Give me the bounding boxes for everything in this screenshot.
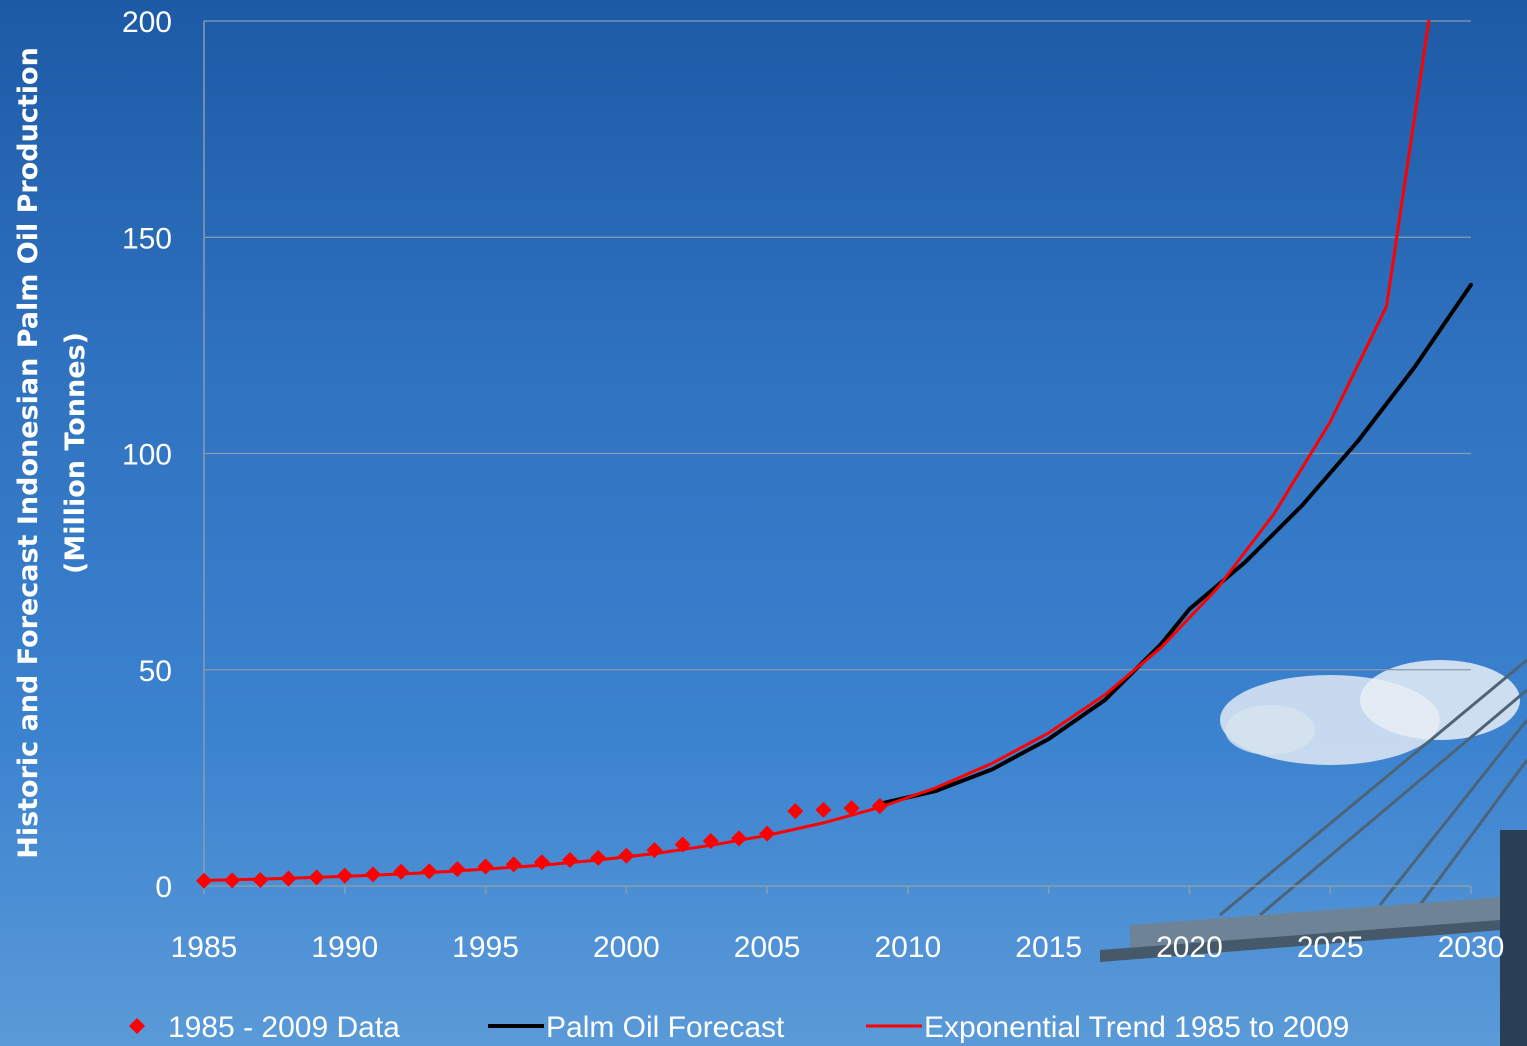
legend-marker	[129, 1018, 145, 1034]
y-axis-label-line2: (Million Tonnes)	[60, 332, 91, 574]
grid-lines	[204, 20, 1471, 671]
data-series	[196, 19, 1473, 889]
data-point	[871, 797, 888, 814]
crane-cable	[1259, 688, 1527, 917]
data-point	[590, 849, 607, 866]
x-tick-label: 2025	[1297, 931, 1364, 964]
cloud-shape	[1225, 705, 1315, 755]
x-tick-label: 1995	[452, 931, 519, 964]
data-point	[224, 872, 241, 889]
data-point	[533, 854, 550, 871]
data-point	[730, 830, 747, 847]
legend-label: 1985 - 2009 Data	[168, 1011, 400, 1044]
data-point	[364, 866, 381, 883]
data-point	[674, 836, 691, 853]
legend: 1985 - 2009 Data Palm Oil Forecast Exponen…	[129, 1011, 1349, 1044]
crane-cable	[1378, 719, 1527, 906]
legend-label: Exponential Trend 1985 to 2009	[924, 1011, 1349, 1044]
x-tick-label: 2005	[734, 931, 801, 964]
data-point	[196, 872, 212, 889]
x-tick-label: 1990	[311, 931, 378, 964]
data-point	[280, 870, 297, 887]
legend-label: Palm Oil Forecast	[546, 1011, 785, 1044]
data-point	[252, 871, 269, 888]
y-tick-label: 50	[139, 655, 172, 688]
data-point	[702, 833, 719, 850]
x-tick-label: 1985	[171, 931, 238, 964]
y-tick-label: 150	[122, 222, 172, 255]
crane-cable	[1219, 658, 1527, 917]
x-tick-label: 2000	[593, 931, 660, 964]
data-point	[646, 842, 663, 859]
data-point	[787, 803, 804, 820]
cloud-shape	[1360, 660, 1520, 740]
x-tick-label: 2020	[1156, 931, 1223, 964]
y-tick-label: 0	[155, 871, 172, 904]
background-decoration	[1100, 658, 1527, 1046]
data-point	[477, 858, 494, 875]
y-axis-label-line1: Historic and Forecast Indonesian Palm Oi…	[13, 47, 44, 859]
data-point	[759, 825, 776, 842]
data-point	[336, 867, 353, 884]
data-point	[449, 861, 466, 878]
data-point	[505, 856, 522, 873]
x-tick-label: 2030	[1438, 931, 1505, 964]
crane-tower	[1500, 830, 1527, 1046]
x-tick-label: 2010	[875, 931, 942, 964]
data-point	[843, 800, 860, 817]
series-line-1	[877, 282, 1473, 806]
y-tick-label: 100	[122, 439, 172, 472]
y-tick-label: 200	[122, 6, 172, 39]
data-point	[421, 863, 438, 880]
crane-boom-shadow	[1100, 918, 1527, 962]
tick-labels: 0 50 100 150 200 1985 1990 1995 2000 2005 2010 2015…	[122, 6, 1504, 964]
axes	[203, 21, 1472, 894]
crane-boom	[1130, 895, 1527, 948]
x-tick-label: 2015	[1015, 931, 1082, 964]
data-point	[562, 852, 579, 869]
series-line-2	[202, 19, 1431, 882]
crane-cable	[1418, 759, 1527, 906]
data-point	[618, 847, 635, 864]
data-point	[393, 863, 410, 880]
data-point	[815, 801, 832, 818]
data-point	[308, 869, 325, 886]
